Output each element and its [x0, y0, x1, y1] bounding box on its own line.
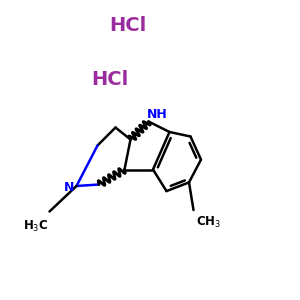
Text: HCl: HCl — [91, 70, 128, 89]
Text: CH$_3$: CH$_3$ — [196, 215, 222, 230]
Text: H$_3$C: H$_3$C — [22, 219, 48, 234]
Text: NH: NH — [147, 107, 168, 121]
Text: N: N — [64, 181, 74, 194]
Text: HCl: HCl — [109, 16, 146, 35]
